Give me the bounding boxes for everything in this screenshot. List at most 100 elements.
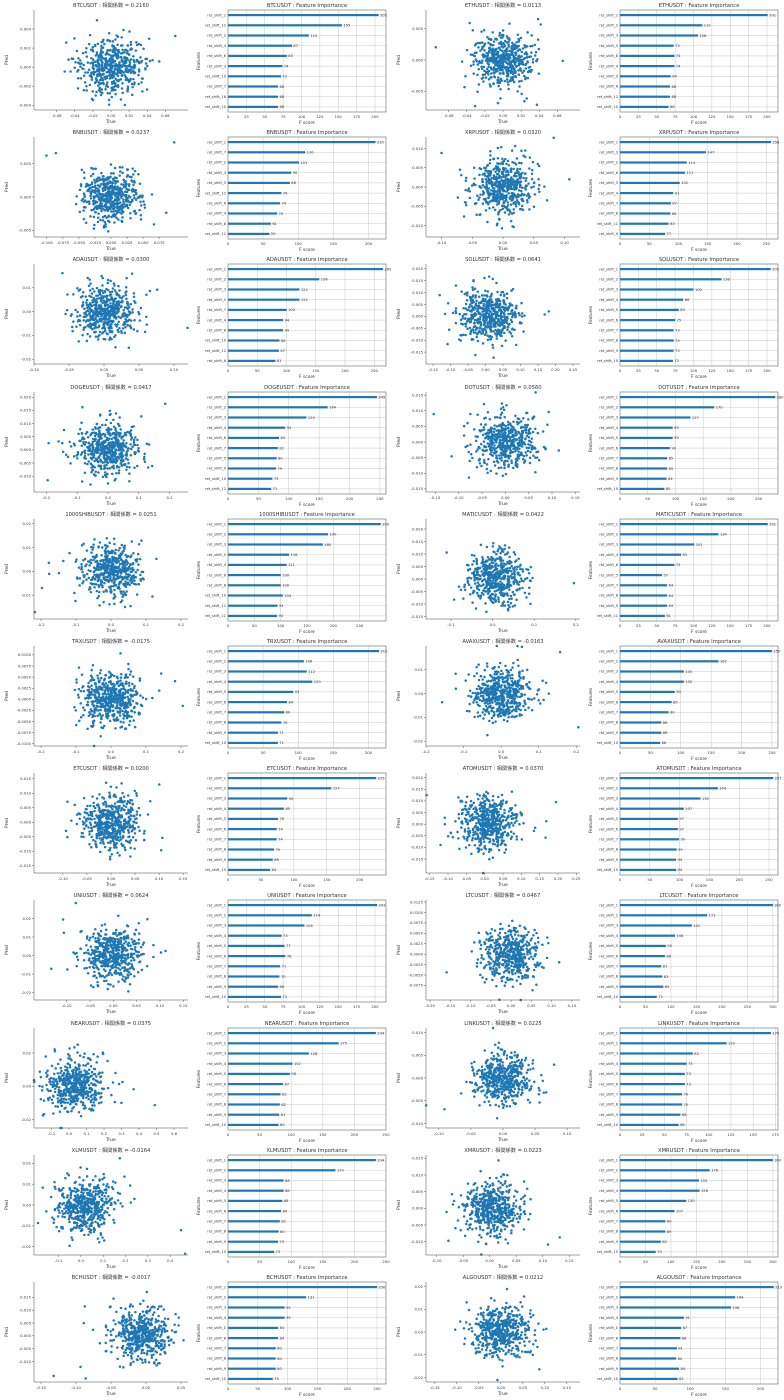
scatter-point bbox=[516, 178, 520, 181]
bar-value-label: 74 bbox=[676, 54, 681, 58]
scatter-point bbox=[538, 184, 541, 187]
scatter-point bbox=[105, 205, 109, 209]
y-tick-label: 0.020 bbox=[412, 266, 423, 271]
scatter-point bbox=[129, 604, 132, 608]
x-tick-label: 75 bbox=[673, 114, 678, 119]
scatter-point bbox=[91, 455, 95, 459]
importance-bar bbox=[228, 349, 279, 353]
scatter-point bbox=[98, 179, 101, 182]
scatter-point bbox=[114, 188, 117, 191]
scatter-point bbox=[516, 90, 519, 93]
scatter-point bbox=[81, 405, 84, 409]
scatter-point bbox=[142, 200, 145, 203]
scatter-point bbox=[101, 277, 104, 280]
scatter-point bbox=[492, 187, 495, 190]
scatter-point bbox=[480, 47, 484, 51]
scatter-point bbox=[485, 309, 488, 313]
importance-bar bbox=[228, 44, 292, 47]
scatter-point bbox=[111, 305, 115, 309]
scatter-point bbox=[522, 330, 525, 334]
scatter-point bbox=[502, 55, 506, 58]
scatter-point bbox=[115, 432, 118, 436]
scatter-point bbox=[93, 439, 96, 442]
scatter-point bbox=[490, 76, 493, 79]
scatter-point bbox=[497, 42, 501, 45]
scatter-point bbox=[92, 73, 96, 76]
y-tick-label: -0.010 bbox=[411, 223, 424, 228]
scatter-point bbox=[82, 171, 86, 174]
scatter-point bbox=[530, 447, 534, 451]
bar-value-label: 122 bbox=[301, 288, 308, 292]
scatter-point bbox=[136, 443, 139, 446]
scatter-point bbox=[103, 456, 106, 459]
scatter-point bbox=[92, 195, 96, 199]
scatter-point bbox=[112, 441, 116, 445]
scatter-point bbox=[537, 72, 541, 75]
scatter-point bbox=[109, 192, 112, 195]
scatter-point bbox=[503, 49, 507, 53]
scatter-point bbox=[132, 295, 136, 299]
scatter-point bbox=[96, 294, 100, 298]
scatter-point bbox=[94, 425, 97, 429]
feature-label: ret_shift_10 bbox=[205, 105, 227, 109]
scatter-point bbox=[472, 72, 475, 75]
scatter-point bbox=[486, 441, 490, 445]
scatter-point bbox=[103, 221, 107, 224]
scatter-point bbox=[505, 187, 509, 190]
scatter-point bbox=[520, 79, 523, 83]
scatter-point bbox=[497, 170, 501, 173]
x-tick-label: 125 bbox=[316, 114, 324, 119]
scatter-point bbox=[511, 78, 515, 82]
scatter-point bbox=[103, 432, 107, 436]
scatter-point bbox=[485, 201, 488, 204]
scatter-point bbox=[478, 173, 481, 177]
scatter-point bbox=[500, 458, 503, 462]
scatter-point bbox=[462, 307, 465, 310]
scatter-point bbox=[524, 179, 527, 183]
scatter-point bbox=[462, 424, 466, 428]
scatter-point bbox=[466, 444, 469, 447]
scatter-point bbox=[490, 43, 493, 47]
scatter-point bbox=[62, 428, 66, 431]
importance-bar bbox=[620, 349, 674, 353]
feature-label: ret_shift_19 bbox=[205, 75, 227, 79]
scatter-point bbox=[73, 66, 77, 70]
scatter-point bbox=[489, 328, 493, 332]
scatter-point bbox=[114, 346, 117, 349]
scatter-point bbox=[476, 413, 479, 416]
scatter-point bbox=[137, 173, 140, 176]
scatter-point bbox=[108, 180, 112, 184]
scatter-point bbox=[143, 452, 146, 455]
scatter-point bbox=[484, 422, 487, 426]
x-tick-label: 100 bbox=[285, 496, 293, 501]
scatter-point bbox=[520, 58, 524, 62]
importance-bar bbox=[620, 202, 671, 205]
scatter-point bbox=[514, 315, 518, 318]
scatter-point bbox=[495, 175, 498, 179]
scatter-point bbox=[512, 466, 515, 469]
scatter-point bbox=[128, 479, 131, 483]
bar-value-label: 68 bbox=[279, 105, 284, 109]
scatter-point bbox=[116, 309, 120, 312]
scatter-point bbox=[458, 313, 461, 316]
scatter-point bbox=[120, 74, 124, 77]
scatter-point bbox=[502, 440, 505, 444]
scatter-point bbox=[110, 172, 113, 175]
bar-value-label: 88 bbox=[291, 181, 296, 185]
scatter-point bbox=[492, 437, 496, 440]
scatter-point bbox=[472, 166, 476, 170]
scatter-point bbox=[79, 65, 82, 68]
scatter-point bbox=[483, 172, 486, 175]
importance-bar bbox=[228, 105, 278, 108]
scatter-point bbox=[112, 81, 115, 85]
scatter-point bbox=[140, 414, 143, 418]
scatter-point bbox=[515, 199, 519, 202]
scatter-point bbox=[75, 49, 79, 53]
x-tick-label: 150 bbox=[335, 114, 343, 119]
scatter-point bbox=[137, 70, 141, 73]
scatter-point bbox=[80, 431, 84, 434]
scatter-point bbox=[163, 402, 167, 405]
scatter-point bbox=[525, 52, 529, 56]
bar-value-label: 122 bbox=[301, 298, 308, 302]
